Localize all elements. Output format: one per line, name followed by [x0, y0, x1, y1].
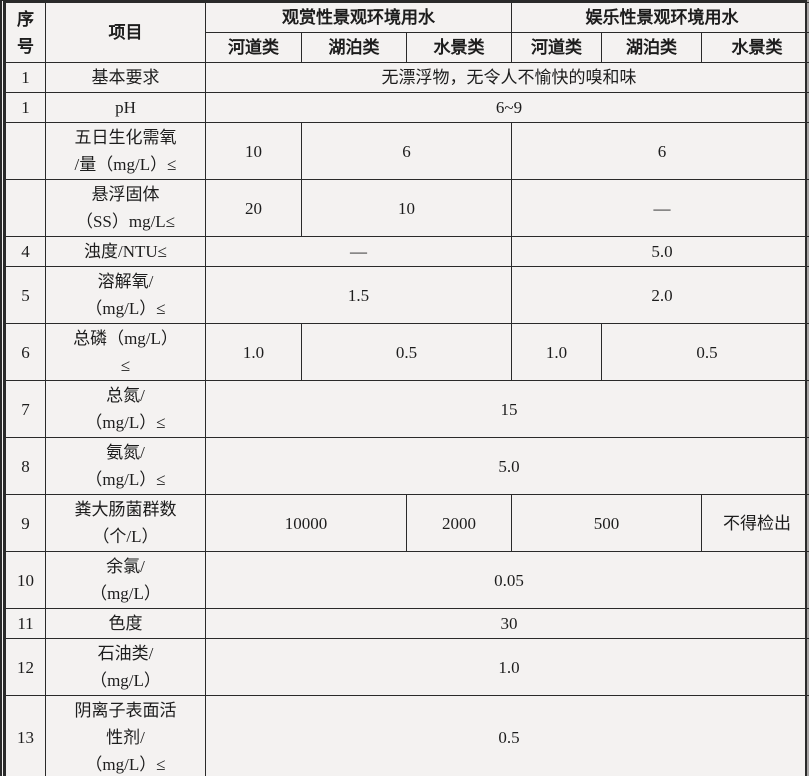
header-subcol-lake-1: 湖泊类 — [301, 32, 407, 63]
value-cell: 2000 — [405, 494, 513, 552]
row-label: 总磷（mg/L） ≤ — [45, 323, 206, 381]
table-row: 五日生化需氧 /量（mg/L）≤ 10 6 6 — [5, 122, 809, 180]
row-number: 7 — [5, 380, 46, 438]
row-number: 8 — [5, 437, 46, 495]
header-subcol-waterscape-1: 水景类 — [405, 32, 513, 63]
table-row: 4 浊度/NTU≤ —5.0 — [5, 236, 809, 267]
row-number: 4 — [5, 236, 46, 267]
value-cell: 6~9 — [204, 92, 809, 123]
value-cell: 0.5 — [601, 323, 809, 381]
value-cell: 不得检出 — [701, 494, 809, 552]
table-row: 5 溶解氧/ （mg/L）≤ 1.5 2.0 — [5, 266, 809, 324]
header-row-groups: 序 号 项目 观赏性景观环境用水 娱乐性景观环境用水 — [5, 2, 809, 63]
table-row: 悬浮固体 （SS）mg/L≤ 20 10— — [5, 179, 809, 237]
row-number: 5 — [5, 266, 46, 324]
value-cell: 20 — [205, 179, 302, 237]
row-label: 阴离子表面活 性剂/ （mg/L）≤ — [45, 695, 206, 776]
value-cell: 5.0 — [511, 236, 809, 267]
row-number: 12 — [5, 638, 46, 696]
row-number: 6 — [5, 323, 46, 381]
value-cell: 10 — [205, 122, 302, 180]
value-cell: 500 — [511, 494, 703, 552]
row-label: 石油类/ （mg/L） — [45, 638, 206, 696]
header-row-subcols: 河道类 湖泊类 水景类 河道类 湖泊类 水景类 — [6, 32, 809, 63]
row-number: 11 — [5, 608, 46, 639]
value-cell: 6 — [511, 122, 809, 180]
value-cell: 无漂浮物，无令人不愉快的嗅和味 — [204, 62, 809, 93]
value-cell: 1.0 — [205, 323, 302, 381]
row-label: 溶解氧/ （mg/L）≤ — [45, 266, 206, 324]
table-row: 1 pH 6~9 — [5, 92, 809, 123]
table-body: 1 基本要求 无漂浮物，无令人不愉快的嗅和味 1 pH 6~9 五日生化需氧 /量（mg/L… — [5, 62, 809, 776]
row-number: 9 — [5, 494, 46, 552]
row-label: 氨氮/ （mg/L）≤ — [45, 437, 206, 495]
value-cell: 0.5 — [300, 323, 513, 381]
header-group-ornamental: 观赏性景观环境用水 — [204, 2, 513, 33]
table-row: 6 总磷（mg/L） ≤1.0 0.5 1.0 0.5 — [5, 323, 809, 381]
header-seq: 序 号 — [5, 2, 46, 63]
value-cell: 30 — [204, 608, 809, 639]
row-label: pH — [45, 92, 206, 123]
row-label: 浊度/NTU≤ — [45, 236, 206, 267]
row-number: 1 — [5, 92, 46, 123]
table-row: 11 色度 30 — [5, 608, 809, 639]
row-label: 余氯/ （mg/L） — [45, 551, 206, 609]
row-label: 五日生化需氧 /量（mg/L）≤ — [45, 122, 206, 180]
table-row: 1 基本要求 无漂浮物，无令人不愉快的嗅和味 — [5, 62, 809, 93]
table-row: 9 粪大肠菌群数 （个/L） 10000 2000 500 不得检出 — [5, 494, 809, 552]
value-cell: — — [511, 179, 809, 237]
table-row: 12 石油类/ （mg/L） 1.0 — [5, 638, 809, 696]
value-cell: 0.5 — [204, 695, 809, 776]
value-cell: 10000 — [205, 494, 407, 552]
row-number: 1 — [5, 62, 46, 93]
header-subcol-lake-2: 湖泊类 — [601, 32, 703, 63]
row-number — [5, 122, 46, 180]
row-number: 13 — [5, 695, 46, 776]
value-cell: 1.0 — [204, 638, 809, 696]
row-number: 10 — [5, 551, 46, 609]
value-cell: 1.5 — [204, 266, 513, 324]
value-cell: — — [204, 236, 513, 267]
value-cell: 0.05 — [204, 551, 809, 609]
header-subcol-waterscape-2: 水景类 — [701, 32, 809, 63]
table-row: 7 总氮/ （mg/L）≤ 15 — [5, 380, 809, 438]
value-cell: 10 — [300, 179, 513, 237]
value-cell: 1.0 — [511, 323, 603, 381]
header-item: 项目 — [45, 2, 206, 63]
table-row: 10 余氯/ （mg/L） 0.05 — [5, 551, 809, 609]
row-label: 基本要求 — [45, 62, 206, 93]
header-subcol-river-2: 河道类 — [511, 32, 603, 63]
table-header: 序 号 项目 观赏性景观环境用水 娱乐性景观环境用水 河道类 湖泊类 水景类 河… — [5, 2, 809, 63]
row-label: 总氮/ （mg/L）≤ — [45, 380, 206, 438]
water-quality-table: 序 号 项目 观赏性景观环境用水 娱乐性景观环境用水 河道类 湖泊类 水景类 河… — [5, 2, 809, 776]
row-label: 粪大肠菌群数 （个/L） — [45, 494, 206, 552]
table-row: 8 氨氮/ （mg/L）≤ 5.0 — [5, 437, 809, 495]
value-cell: 2.0 — [511, 266, 809, 324]
value-cell: 15 — [204, 380, 809, 438]
row-number — [5, 179, 46, 237]
header-subcol-river-1: 河道类 — [205, 32, 302, 63]
header-group-recreational: 娱乐性景观环境用水 — [511, 2, 809, 33]
table-row: 13 阴离子表面活 性剂/ （mg/L）≤ 0.5 — [5, 695, 809, 776]
row-label: 色度 — [45, 608, 206, 639]
value-cell: 6 — [300, 122, 513, 180]
value-cell: 5.0 — [204, 437, 809, 495]
row-label: 悬浮固体 （SS）mg/L≤ — [45, 179, 206, 237]
